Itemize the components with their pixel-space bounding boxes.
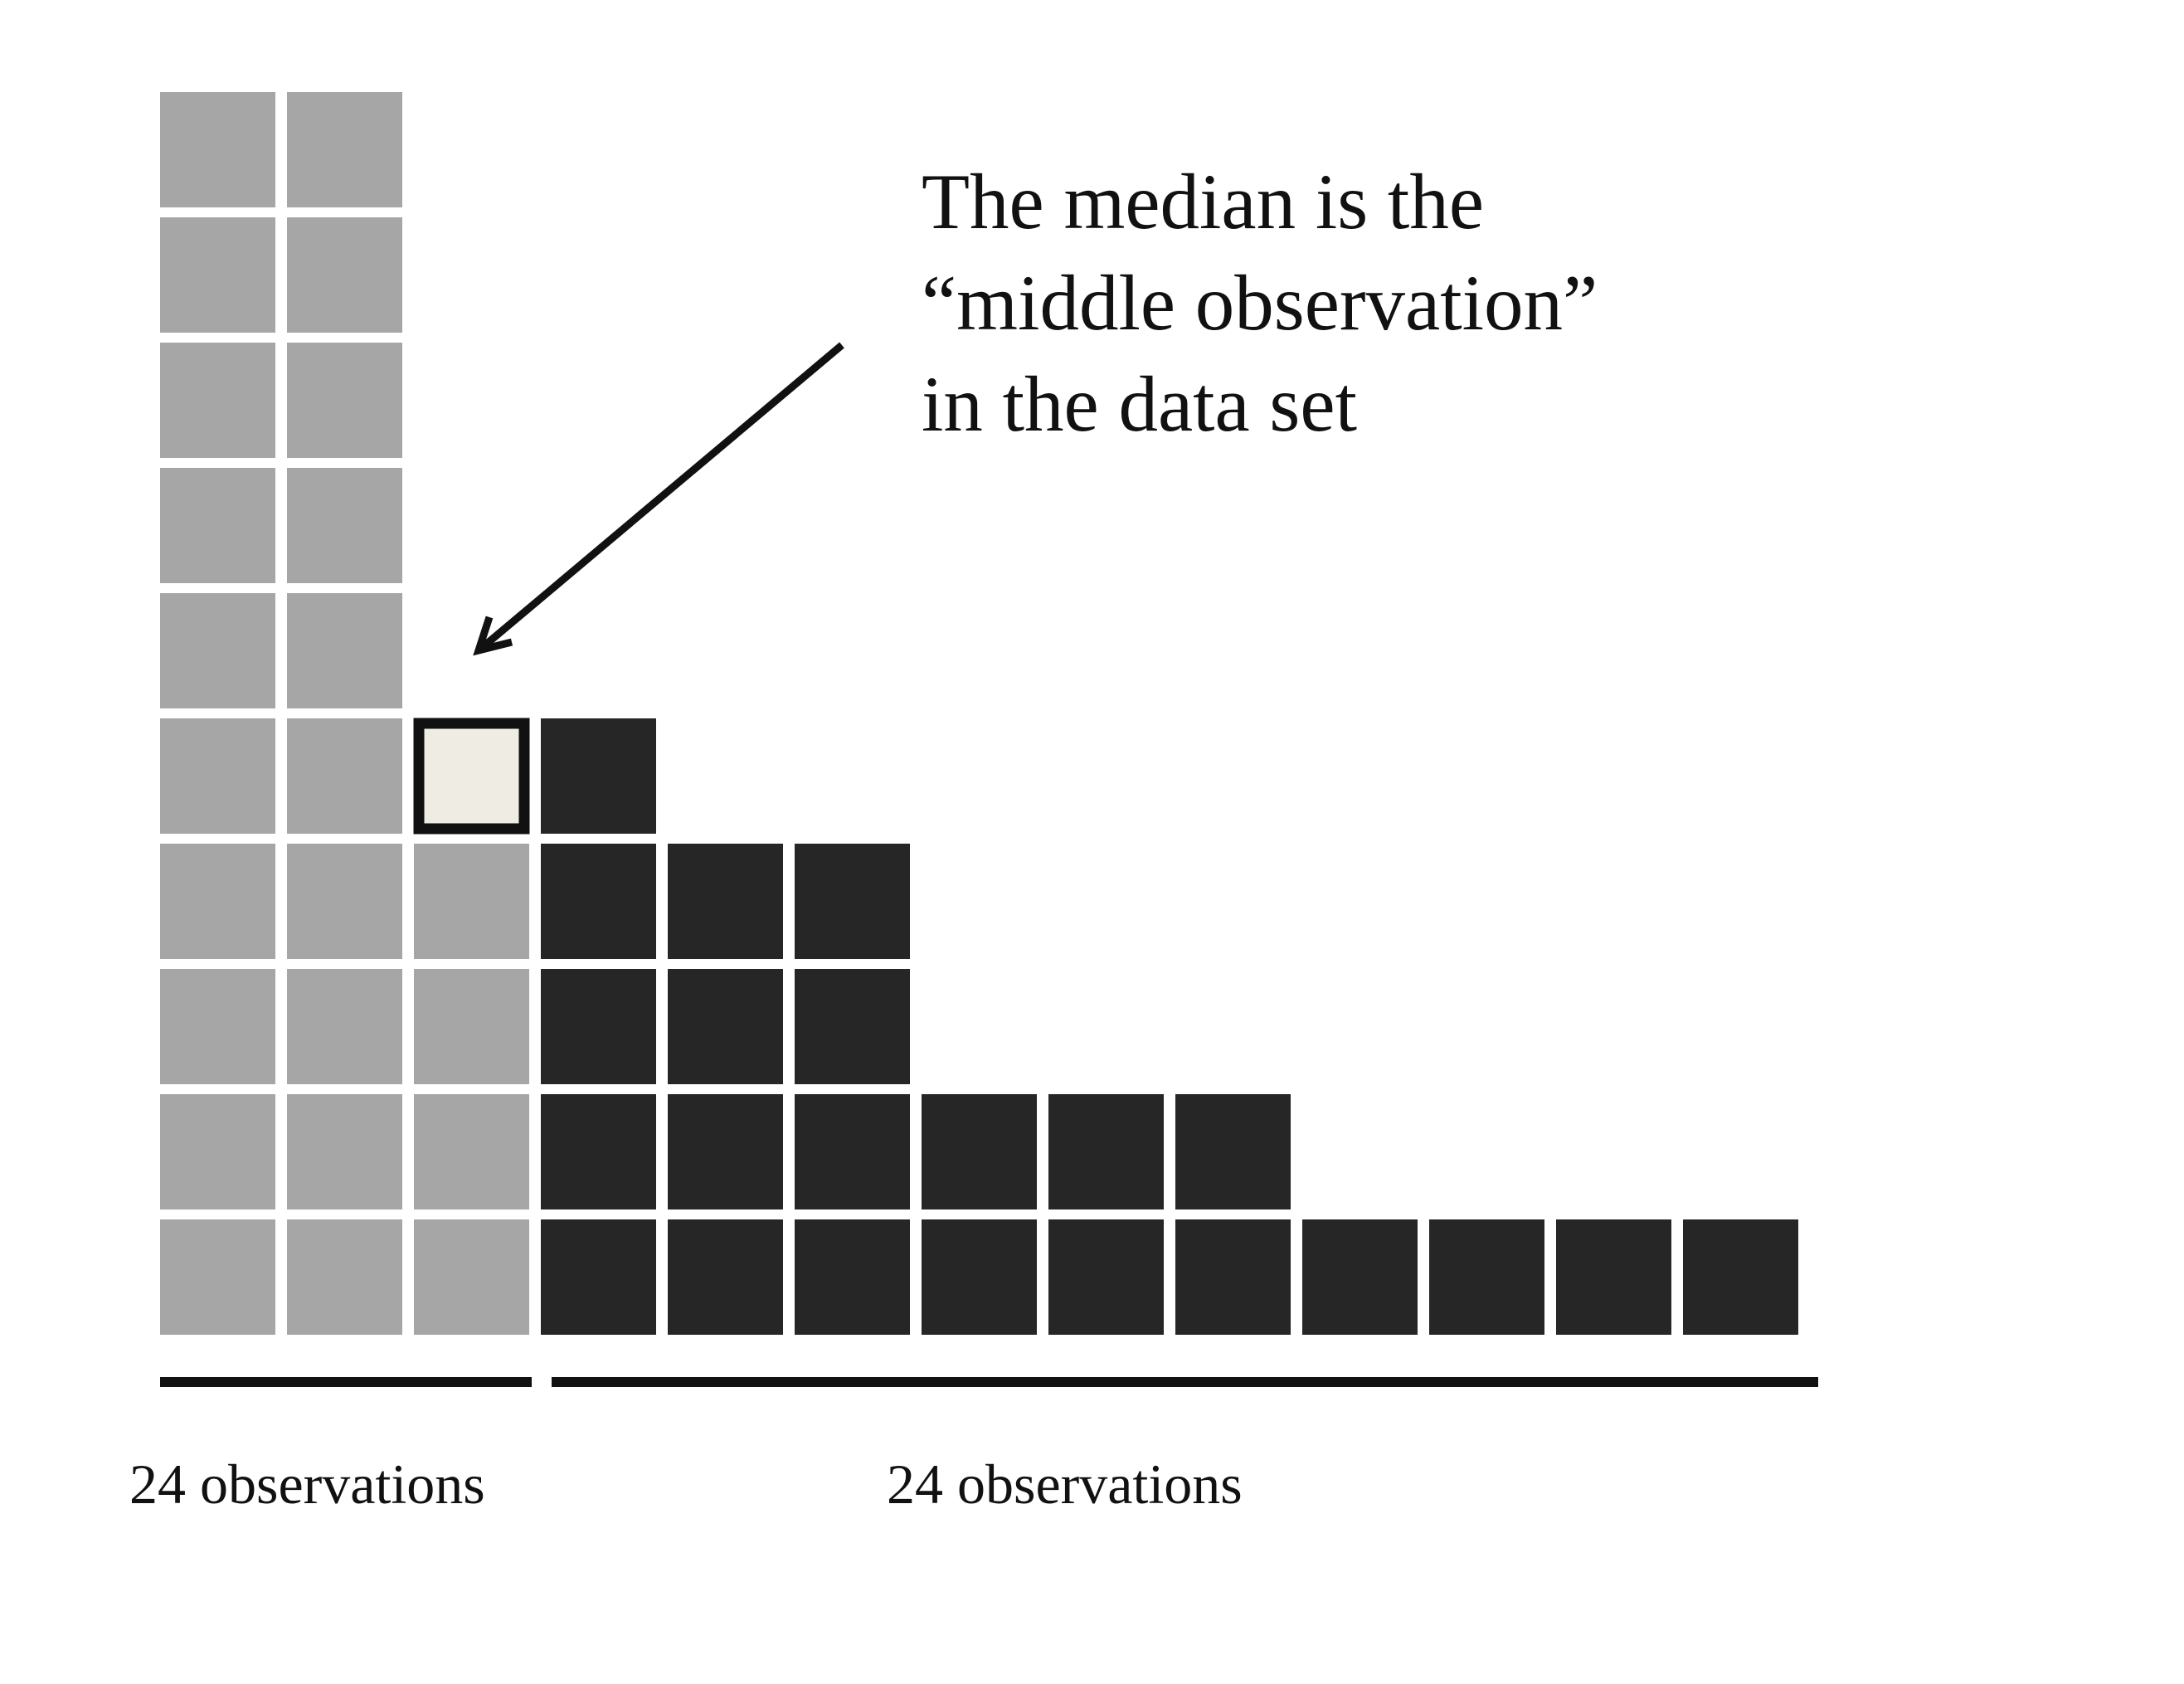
unit-square xyxy=(668,844,783,959)
arrow-head xyxy=(473,616,513,656)
unit-square xyxy=(922,1219,1037,1335)
unit-square xyxy=(668,1094,783,1209)
annotation-line: The median is the xyxy=(922,158,1484,246)
unit-square xyxy=(541,844,656,959)
unit-square xyxy=(1048,1094,1164,1209)
unit-square xyxy=(541,1094,656,1209)
unit-square xyxy=(287,844,402,959)
unit-square xyxy=(287,217,402,333)
unit-square xyxy=(287,593,402,708)
unit-square xyxy=(287,468,402,583)
unit-square xyxy=(795,844,910,959)
unit-square xyxy=(160,468,275,583)
group-bracket xyxy=(160,1377,532,1387)
unit-square xyxy=(1429,1219,1544,1335)
unit-square xyxy=(541,1219,656,1335)
column-segment xyxy=(414,844,529,1335)
unit-square xyxy=(287,718,402,834)
unit-square xyxy=(160,343,275,458)
column-segment xyxy=(1429,1219,1544,1335)
unit-square xyxy=(1175,1219,1291,1335)
unit-square xyxy=(541,969,656,1084)
unit-square xyxy=(795,969,910,1084)
unit-square xyxy=(160,969,275,1084)
column-segment xyxy=(795,844,910,1335)
unit-square xyxy=(287,343,402,458)
unit-square xyxy=(287,1219,402,1335)
unit-square xyxy=(160,718,275,834)
unit-square xyxy=(287,92,402,207)
unit-square xyxy=(160,92,275,207)
unit-square xyxy=(287,969,402,1084)
column-segment xyxy=(1175,1094,1291,1335)
unit-square xyxy=(668,1219,783,1335)
unit-square xyxy=(414,844,529,959)
unit-square xyxy=(1683,1219,1798,1335)
unit-square xyxy=(922,1094,1037,1209)
column-segment xyxy=(1683,1219,1798,1335)
annotation-line: “middle observation” xyxy=(922,259,1598,347)
unit-square xyxy=(413,718,530,835)
column-segment xyxy=(160,92,275,1335)
unit-square xyxy=(414,1094,529,1209)
column-segment xyxy=(1556,1219,1671,1335)
unit-square xyxy=(414,1219,529,1335)
unit-square xyxy=(795,1094,910,1209)
unit-square xyxy=(795,1219,910,1335)
unit-square xyxy=(1556,1219,1671,1335)
unit-square xyxy=(160,1094,275,1209)
unit-square xyxy=(160,844,275,959)
group-label: 24 observations xyxy=(129,1453,485,1516)
unit-square xyxy=(1302,1219,1418,1335)
column-segment xyxy=(287,92,402,1335)
annotation-arrow xyxy=(480,342,844,650)
column-segment xyxy=(668,844,783,1335)
column-segment xyxy=(413,718,530,835)
unit-square xyxy=(160,217,275,333)
column-segment xyxy=(1048,1094,1164,1335)
unit-square xyxy=(541,718,656,834)
unit-square xyxy=(668,969,783,1084)
unit-square xyxy=(287,1094,402,1209)
group-bracket xyxy=(552,1377,1818,1387)
column-segment xyxy=(922,1094,1037,1335)
unit-square xyxy=(160,593,275,708)
column-segment xyxy=(541,718,656,1335)
unit-square xyxy=(1048,1219,1164,1335)
unit-square xyxy=(414,969,529,1084)
group-label: 24 observations xyxy=(887,1453,1243,1516)
annotation-line: in the data set xyxy=(922,360,1357,448)
unit-square xyxy=(1175,1094,1291,1209)
column-segment xyxy=(1302,1219,1418,1335)
unit-square xyxy=(160,1219,275,1335)
